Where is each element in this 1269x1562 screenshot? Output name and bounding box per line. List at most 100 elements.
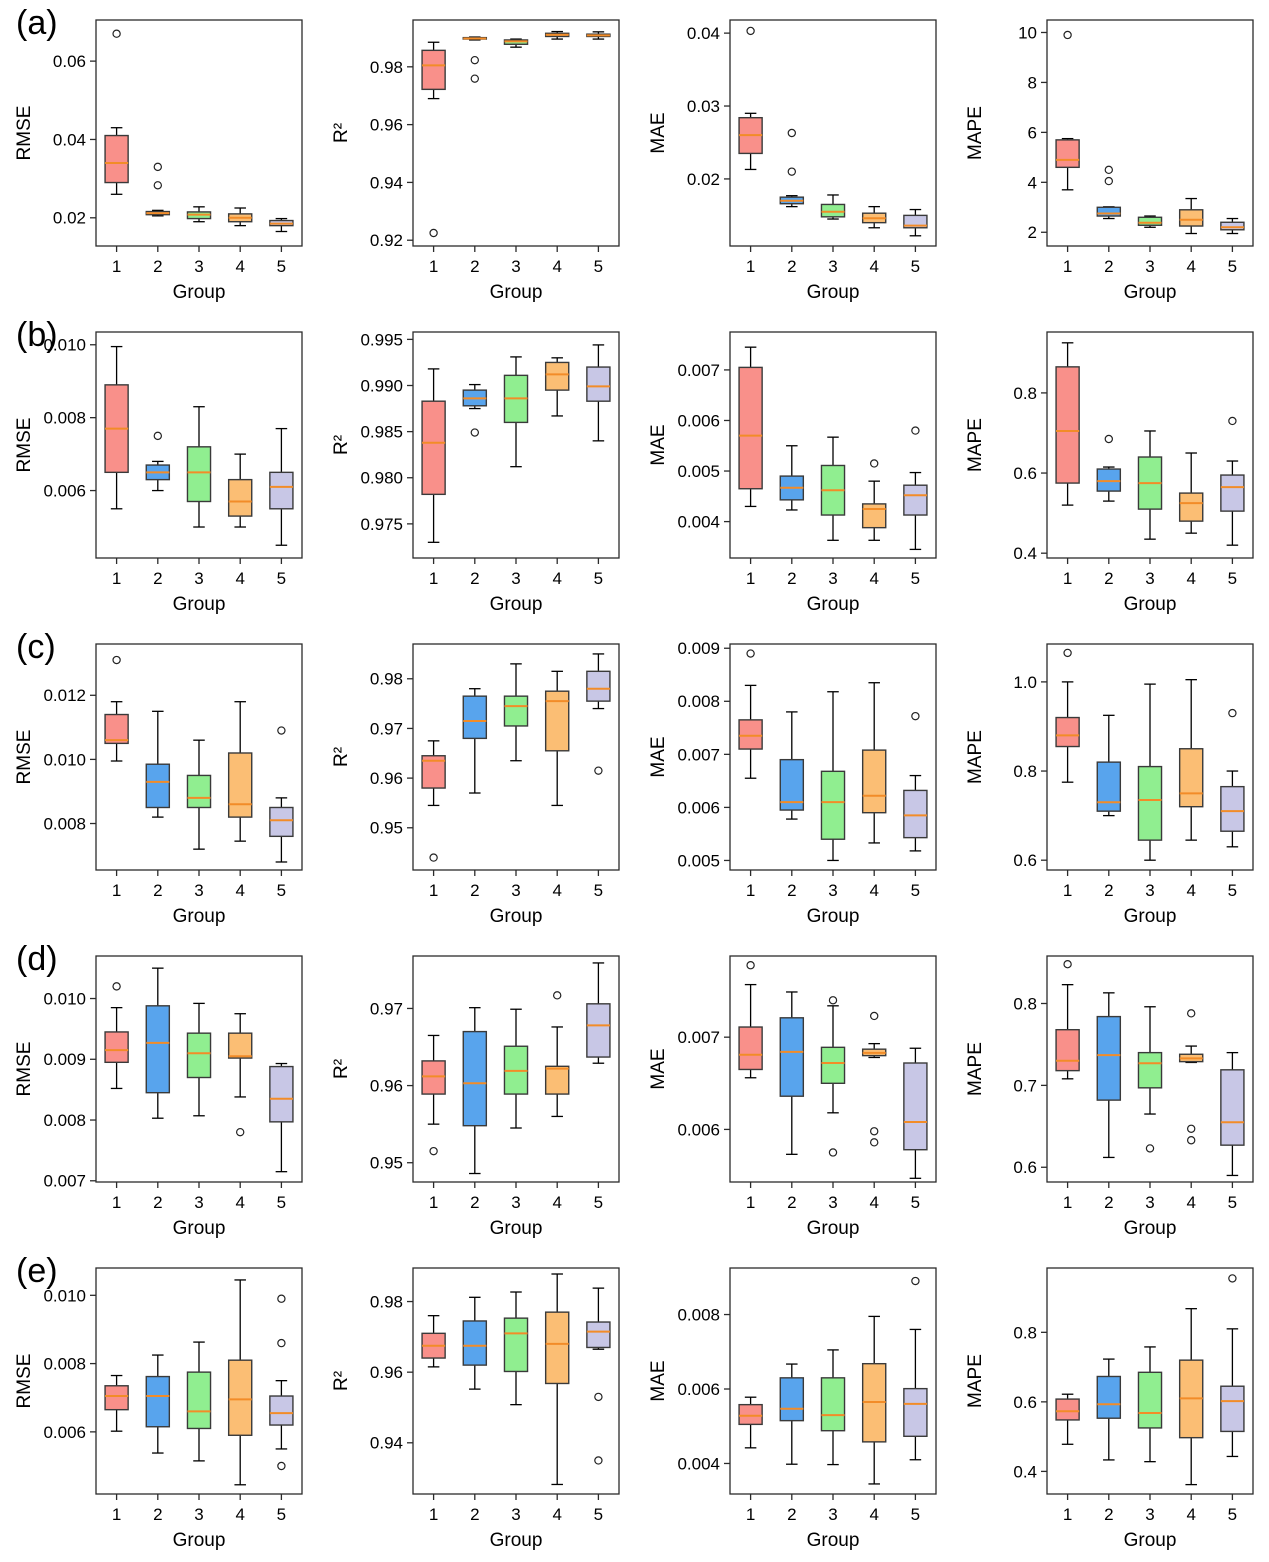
box: [1055, 139, 1080, 169]
y-tick-label: 0.995: [360, 330, 403, 349]
box-group-5: [586, 31, 611, 40]
box: [544, 1311, 570, 1385]
row-label: (c): [16, 628, 56, 666]
box: [586, 1003, 611, 1058]
x-tick-label: 5: [911, 1193, 920, 1212]
boxplot-svg: 0.94 0.96 0.98 1 2 3 4 5 Group R²: [331, 1267, 620, 1551]
y-tick-label: 0.005: [677, 851, 720, 870]
outlier-point: [1228, 708, 1237, 718]
box: [462, 695, 488, 740]
box-group-4: [1178, 679, 1204, 841]
box-group-5: [269, 726, 294, 863]
outlier-point: [1063, 959, 1072, 969]
box: [903, 789, 928, 839]
box-group-2: [462, 688, 488, 794]
x-tick-label: 1: [746, 1505, 755, 1524]
y-axis-label: R²: [331, 747, 352, 767]
boxplot-svg: 0.4 0.6 0.8 1 2 3 4 5 Group MAPE: [965, 331, 1254, 615]
y-tick-label: 0.009: [43, 1050, 86, 1069]
x-tick-label: 3: [828, 257, 837, 276]
box-group-2: [145, 162, 171, 217]
x-tick-label: 1: [429, 1193, 438, 1212]
box: [269, 1395, 294, 1426]
y-tick-label: 0.007: [677, 745, 720, 764]
x-tick-label: 5: [1228, 257, 1237, 276]
y-tick-label: 0.008: [677, 1305, 720, 1324]
box-group-4: [861, 1011, 887, 1147]
x-tick-label: 3: [828, 1193, 837, 1212]
x-tick-label: 4: [552, 881, 561, 900]
panel-rmse: 0.02 0.04 0.06 1 2 3 4 5 Group RMSE: [0, 0, 317, 312]
figure-row-b: (b) 0.006 0.008 0.010 1 2 3 4 5 Group RMSE 0.975 0.9…: [0, 312, 1269, 624]
y-tick-label: 0.94: [370, 1434, 403, 1453]
x-tick-label: 1: [1063, 881, 1072, 900]
box-group-2: [1096, 434, 1122, 502]
box-group-2: [462, 383, 488, 437]
boxplot-svg: 0.005 0.006 0.007 0.008 0.009 1 2 3 4 5 Group MAE: [648, 639, 937, 927]
outlier-point: [594, 1392, 603, 1402]
x-tick-label: 5: [594, 257, 603, 276]
box: [1055, 716, 1080, 748]
y-axis-label: MAE: [648, 424, 669, 465]
outlier-point: [153, 181, 162, 190]
y-axis-label: MAPE: [965, 730, 986, 784]
box: [1055, 1398, 1080, 1421]
box-group-1: [104, 29, 129, 195]
y-axis-label: R²: [331, 435, 352, 455]
x-tick-label: 4: [235, 569, 244, 588]
y-tick-label: 0.8: [1013, 762, 1037, 781]
y-tick-label: 0.6: [1013, 1158, 1037, 1177]
x-axis-label: Group: [807, 1530, 860, 1551]
y-axis-label: R²: [331, 123, 352, 143]
y-tick-label: 0.006: [677, 1380, 720, 1399]
boxplot-svg: 0.006 0.008 0.010 1 2 3 4 5 Group RMSE: [14, 1267, 303, 1551]
box: [903, 1062, 928, 1151]
y-tick-label: 0.006: [677, 1120, 720, 1139]
y-tick-label: 0.97: [370, 719, 403, 738]
outlier-point: [277, 726, 286, 735]
x-axis-label: Group: [1124, 906, 1177, 927]
box-group-5: [586, 653, 611, 775]
y-tick-label: 0.008: [43, 1111, 86, 1130]
x-tick-label: 3: [194, 257, 203, 276]
box: [779, 1377, 805, 1422]
x-axis-label: Group: [807, 282, 860, 303]
outlier-point: [277, 1294, 286, 1303]
outlier-point: [1063, 648, 1072, 658]
x-tick-label: 1: [1063, 1505, 1072, 1524]
box-group-1: [104, 1374, 129, 1432]
box: [227, 752, 253, 818]
x-tick-label: 4: [235, 881, 244, 900]
y-tick-label: 10: [1018, 23, 1037, 42]
y-tick-label: 0.06: [53, 52, 86, 71]
box-group-2: [145, 710, 171, 818]
box: [861, 503, 887, 529]
box: [1178, 209, 1204, 227]
box: [861, 749, 887, 814]
outlier-point: [746, 26, 755, 36]
box-group-4: [861, 459, 887, 541]
x-tick-label: 1: [746, 569, 755, 588]
y-axis-label: MAE: [648, 736, 669, 777]
outlier-point: [1104, 176, 1113, 186]
boxplot-svg: 0.95 0.96 0.97 1 2 3 4 5 Group R²: [331, 955, 620, 1239]
x-tick-label: 2: [787, 569, 796, 588]
box: [1220, 1385, 1245, 1433]
outlier-point: [153, 162, 162, 172]
y-tick-label: 0.92: [370, 231, 403, 250]
x-tick-label: 2: [153, 1193, 162, 1212]
x-tick-label: 5: [1228, 1193, 1237, 1212]
box: [227, 1359, 253, 1436]
box-group-5: [1220, 416, 1245, 546]
panel-rmse: 0.006 0.008 0.010 1 2 3 4 5 Group RMSE: [0, 312, 317, 624]
box-group-4: [861, 205, 887, 229]
outlier-point: [911, 426, 920, 435]
x-tick-label: 2: [787, 1505, 796, 1524]
y-tick-label: 8: [1028, 73, 1037, 92]
x-tick-label: 5: [594, 1505, 603, 1524]
boxplot-svg: 0.006 0.008 0.010 1 2 3 4 5 Group RMSE: [14, 331, 303, 615]
box-group-1: [1055, 648, 1080, 783]
box-group-3: [820, 691, 846, 862]
y-tick-label: 0.02: [53, 209, 86, 228]
